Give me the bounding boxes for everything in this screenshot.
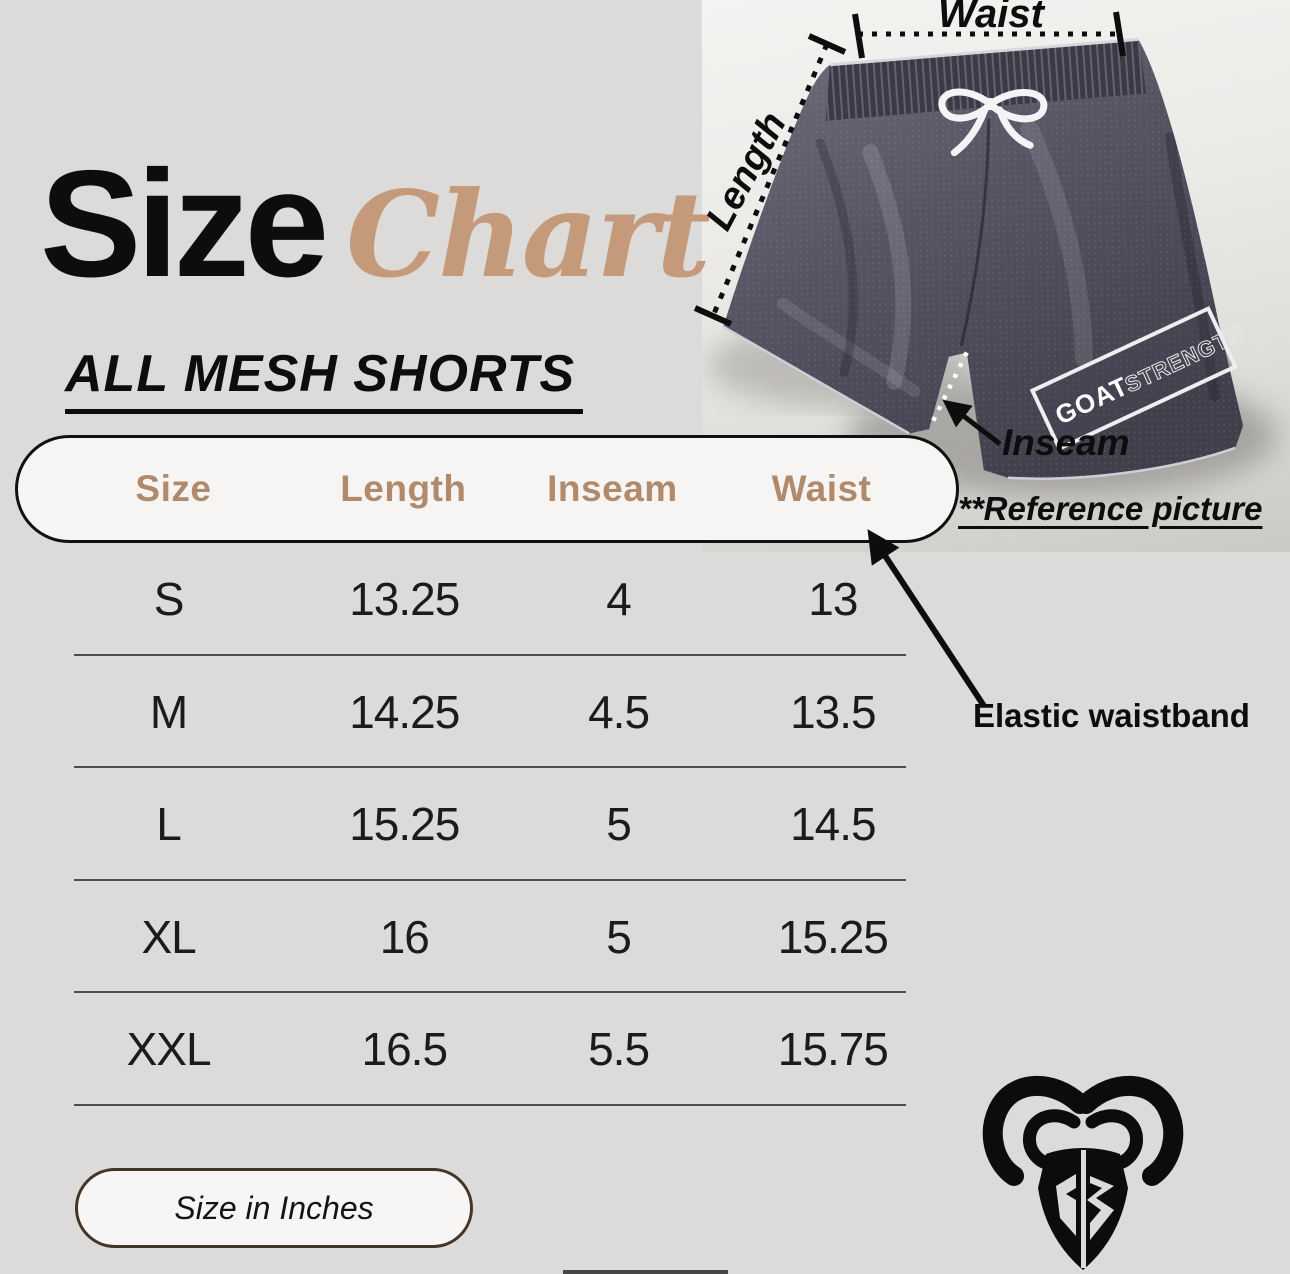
page-title: Size Chart	[40, 139, 711, 309]
cell-length: 15.25	[349, 798, 460, 851]
cell-size: M	[149, 685, 188, 738]
cell-waist: 13.5	[790, 685, 877, 738]
cell-length: 14.25	[349, 685, 460, 738]
cell-length: 13.25	[349, 573, 460, 626]
elastic-waistband-note: Elastic waistband	[973, 697, 1250, 734]
col-header-waist: Waist	[771, 468, 872, 509]
cell-inseam: 4	[606, 573, 632, 626]
cell-waist: 14.5	[790, 798, 877, 851]
table-row: L 15.25 5 14.5	[40, 768, 940, 881]
table-header-pill: Size Length Inseam Waist	[15, 435, 959, 543]
cell-inseam: 5	[606, 910, 632, 963]
cell-inseam: 4.5	[588, 685, 650, 738]
title-chart: Chart	[346, 165, 711, 304]
table-row: M 14.25 4.5 13.5	[40, 656, 940, 769]
table-row: XL 16 5 15.25	[40, 881, 940, 994]
table-row: S 13.25 4 13	[40, 543, 940, 656]
cell-waist: 15.75	[777, 1023, 889, 1076]
cell-size: XXL	[126, 1023, 212, 1076]
subtitle-all-mesh-shorts: ALL MESH SHORTS	[65, 344, 584, 414]
col-header-length: Length	[340, 468, 467, 509]
cell-length: 16.5	[361, 1023, 449, 1076]
inseam-dotted-line	[929, 351, 969, 427]
waist-measure-label: Waist	[938, 0, 1044, 36]
cell-waist: 15.25	[777, 910, 889, 963]
cell-size: L	[156, 798, 182, 851]
title-size: Size	[40, 139, 329, 309]
col-header-inseam: Inseam	[547, 468, 678, 509]
col-header-size: Size	[135, 468, 212, 509]
cropped-edge-artifact	[563, 1270, 728, 1274]
drawstring-bow	[938, 88, 1048, 157]
cell-size: S	[153, 573, 185, 626]
size-in-inches-pill: Size in Inches	[75, 1168, 473, 1248]
cell-inseam: 5	[606, 798, 632, 851]
inseam-measure-label: Inseam	[1002, 422, 1130, 463]
cell-inseam: 5.5	[588, 1023, 650, 1076]
goat-logo	[982, 1075, 1184, 1270]
size-table-body: S 13.25 4 13 M 14.25 4.5 13.5 L 15.25 5 …	[40, 543, 940, 1106]
mesh-shorts-illustration: GOAT STRENGTH	[707, 37, 1277, 497]
cell-size: XL	[141, 910, 196, 963]
reference-picture-note: **Reference picture	[958, 490, 1263, 527]
shorts: GOAT STRENGTH	[718, 37, 1249, 485]
cell-waist: 13	[808, 573, 858, 626]
cell-length: 16	[379, 910, 430, 963]
table-row: XXL 16.5 5.5 15.75	[40, 993, 940, 1106]
